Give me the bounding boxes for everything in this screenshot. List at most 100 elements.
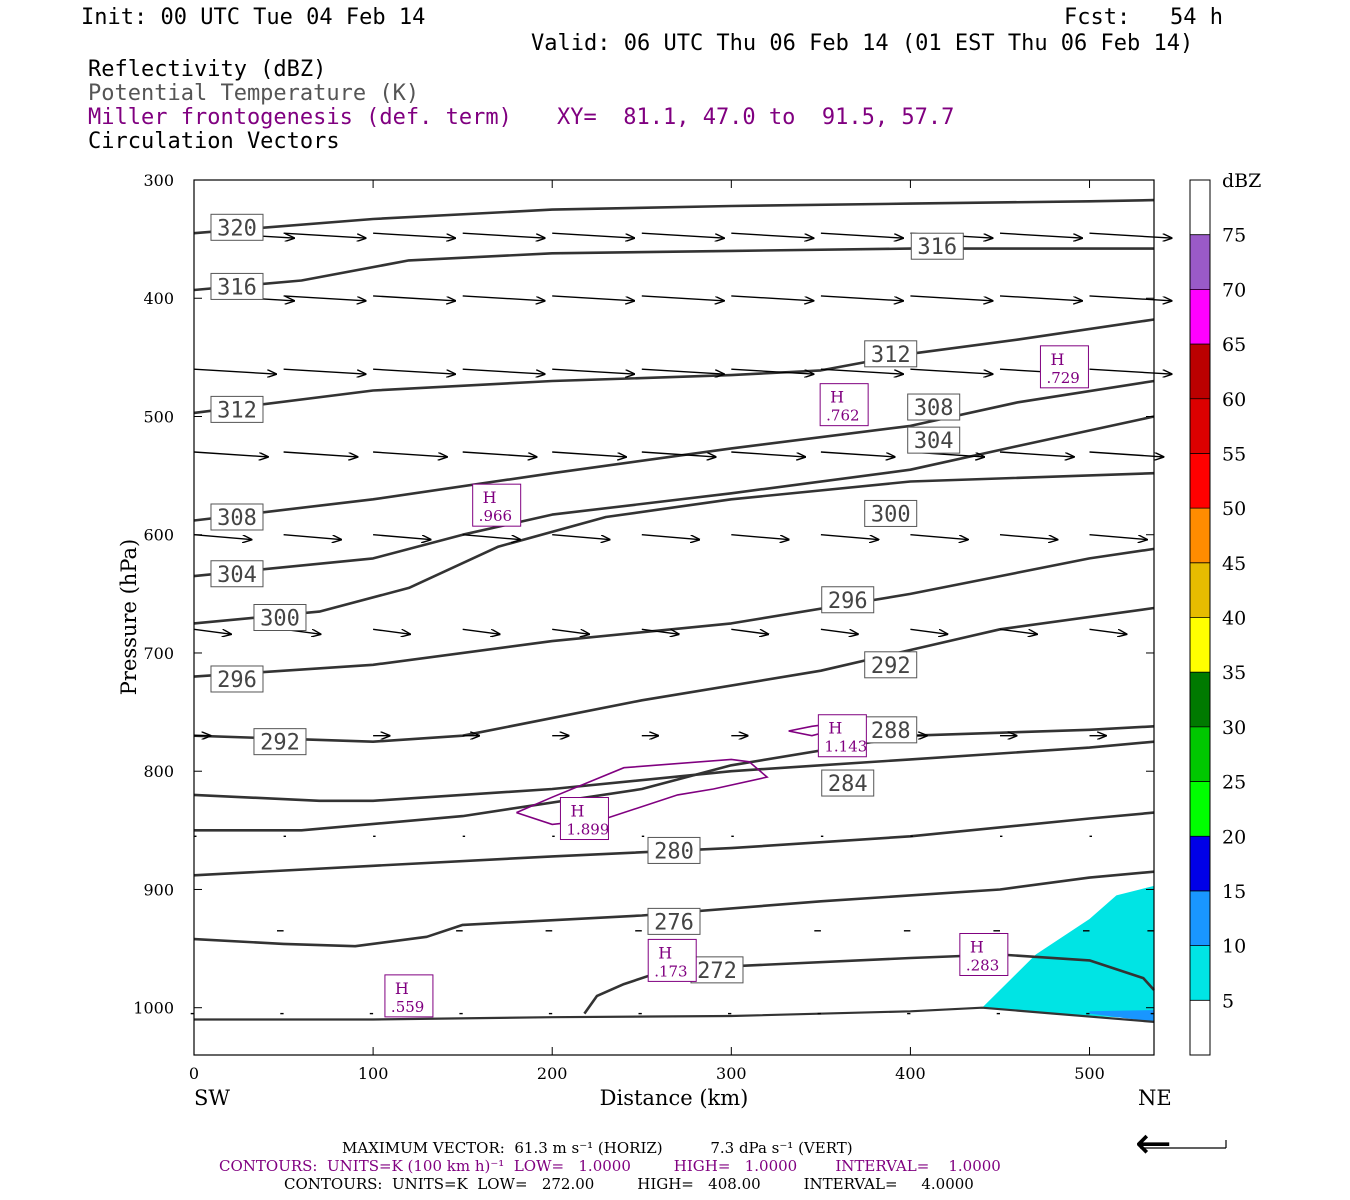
contour-label-box	[210, 665, 264, 693]
colorbar-swatch	[1190, 289, 1210, 345]
cross-section-endpoints: XY= 81.1, 47.0 to 91.5, 57.7	[557, 105, 955, 130]
contour-label-288: 288	[871, 719, 911, 744]
circulation-vector	[731, 368, 813, 374]
circulation-vector	[193, 534, 251, 540]
theta-contour-lowest	[194, 1006, 1155, 1023]
colorbar-swatch	[1190, 234, 1210, 290]
y-tick-label-800: 800	[143, 762, 174, 781]
contour-label-308: 308	[914, 396, 954, 421]
colorbar-swatch	[1190, 836, 1210, 891]
colorbar-label-75: 75	[1222, 225, 1246, 247]
colorbar-label-25: 25	[1222, 772, 1246, 794]
frontogenesis-max-value: 1.899	[566, 821, 609, 839]
contour-label-box	[821, 769, 875, 797]
frontogenesis-max-box	[1039, 345, 1089, 389]
circulation-vector	[910, 534, 967, 540]
contour-label-box	[210, 503, 264, 531]
theta-contour-284	[193, 740, 1155, 803]
circulation-vector	[552, 534, 609, 540]
circulation-vector	[731, 451, 805, 457]
colorbar-label-55: 55	[1222, 443, 1246, 465]
contour-label-box	[210, 272, 264, 300]
circulation-vector	[641, 628, 679, 634]
frontogenesis-max-value: .762	[826, 407, 859, 425]
theta-contour-note: CONTOURS: UNITS=K LOW= 272.00 HIGH= 408.…	[284, 1175, 974, 1193]
circulation-vector	[552, 628, 589, 634]
frontogenesis-max-letter: H	[570, 802, 584, 821]
circulation-vector	[1089, 295, 1172, 301]
x-tick-label-100: 100	[358, 1064, 389, 1083]
theta-contours	[193, 198, 1155, 1023]
frontogenesis-max-box	[472, 483, 522, 527]
colorbar-swatch	[1190, 180, 1210, 235]
circulation-vector	[462, 534, 520, 540]
colorbar-swatch	[1190, 1000, 1210, 1055]
colorbar-swatch	[1190, 398, 1210, 454]
colorbar-label-40: 40	[1222, 608, 1246, 630]
colorbar-swatch	[1190, 672, 1210, 727]
y-tick-label-1000: 1000	[133, 999, 174, 1018]
circulation-vector	[373, 534, 430, 540]
fronto-contour-note: CONTOURS: UNITS=K (100 km h)⁻¹ LOW= 1.00…	[219, 1157, 1001, 1175]
x-tick-label-400: 400	[895, 1064, 926, 1083]
contour-label-box	[864, 716, 918, 744]
circulation-vector	[462, 368, 545, 374]
contour-label-box	[210, 213, 264, 241]
circulation-vector	[462, 295, 545, 301]
circulation-vector	[373, 451, 447, 457]
theta-contour-272	[583, 953, 1155, 1015]
circulation-vector	[462, 628, 500, 634]
reflectivity-area-5dbz	[982, 885, 1154, 1020]
theta-contour-292	[193, 606, 1155, 743]
y-tick-label-500: 500	[143, 407, 174, 426]
y-tick-label-400: 400	[143, 289, 174, 308]
max-vector-note: MAXIMUM VECTOR: 61.3 m s⁻¹ (HORIZ) 7.3 d…	[342, 1139, 853, 1157]
theta-contour-296	[193, 547, 1155, 678]
frontogenesis-max-letter: H	[828, 719, 842, 738]
frontogenesis-max-box	[384, 974, 434, 1018]
frontogenesis-max-value: .283	[966, 956, 999, 974]
x-tick-label-0: 0	[189, 1064, 199, 1083]
circulation-vector	[283, 451, 358, 457]
circulation-vector	[820, 368, 903, 374]
circulation-vector	[910, 368, 992, 374]
contour-label-296: 296	[828, 589, 868, 614]
circulation-vector	[999, 295, 1082, 301]
axes: 300 400 500 600 700 800 900 1000 0 100 200 300 400 50…	[133, 171, 1227, 1149]
circulation-vector	[283, 232, 366, 238]
x-end-label-left: SW	[194, 1086, 230, 1110]
field-frontogenesis: Miller frontogenesis (def. term)	[88, 105, 512, 130]
y-tick-label-900: 900	[143, 880, 174, 899]
colorbar-label-50: 50	[1222, 498, 1246, 520]
colorbar-swatch	[1190, 890, 1210, 946]
theta-contour-320	[193, 198, 1155, 235]
circulation-vector	[641, 295, 724, 301]
contour-label-284: 284	[828, 772, 868, 797]
circulation-vector	[1089, 368, 1172, 374]
frontogenesis-max-letter: H	[483, 488, 497, 507]
frontogenesis-max-letter: H	[830, 388, 844, 407]
colorbar-label-60: 60	[1222, 389, 1246, 411]
theta-contour-288	[194, 725, 1155, 832]
contour-label-312: 312	[871, 343, 911, 368]
contour-label-box	[210, 395, 264, 423]
frontogenesis-max-box	[959, 932, 1009, 976]
frontogenesis-max-value: .966	[479, 507, 512, 525]
circulation-vector	[1089, 451, 1164, 457]
contour-label-box	[647, 907, 701, 935]
contour-label-box	[907, 426, 961, 454]
x-axis-title: Distance (km)	[600, 1086, 749, 1110]
contour-label-box	[253, 728, 307, 756]
circulation-vector	[552, 368, 634, 374]
contour-label-304: 304	[217, 563, 257, 588]
colorbar-swatch	[1190, 508, 1210, 563]
contour-label-292: 292	[871, 654, 911, 679]
circulation-vector	[641, 451, 716, 457]
frontogenesis-max-box	[647, 938, 697, 982]
circulation-vector	[820, 232, 903, 238]
contour-label-312: 312	[217, 398, 257, 423]
circulation-vector	[999, 232, 1082, 238]
circulation-vector	[731, 628, 768, 634]
contour-label-300: 300	[260, 607, 300, 632]
